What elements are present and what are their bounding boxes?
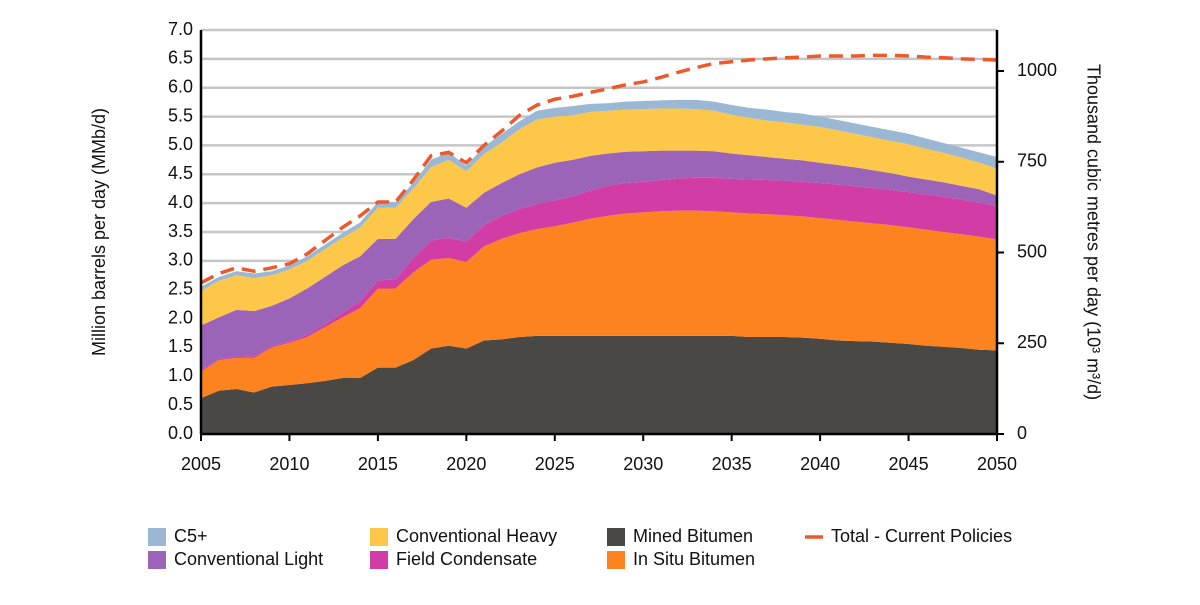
x-tick-label: 2020: [446, 454, 486, 474]
y-tick-label: 5.5: [168, 105, 193, 125]
area: [201, 108, 997, 326]
y2-tick-label: 750: [1017, 151, 1047, 171]
area: [201, 177, 997, 372]
legend-label: Mined Bitumen: [633, 526, 753, 546]
legend-swatch: [607, 551, 625, 569]
y-tick-label: 7.0: [168, 19, 193, 39]
y-tick-label: 1.5: [168, 336, 193, 356]
legend-label: Conventional Heavy: [396, 526, 557, 546]
x-tick-label: 2030: [623, 454, 663, 474]
x-tick-label: 2005: [181, 454, 221, 474]
area: [201, 99, 997, 291]
legend-label: Total - Current Policies: [831, 526, 1012, 546]
y-tick-label: 2.5: [168, 278, 193, 298]
legend-label: Conventional Light: [174, 549, 323, 569]
legend-swatch: [370, 528, 388, 546]
y-tick-label: 0.5: [168, 394, 193, 414]
legend-label: C5+: [174, 526, 208, 546]
y-tick-label: 5.0: [168, 134, 193, 154]
y-tick-label: 3.5: [168, 221, 193, 241]
area: [201, 210, 997, 399]
y2-tick-label: 1000: [1017, 60, 1057, 80]
area: [201, 150, 997, 371]
y-tick-label: 4.0: [168, 192, 193, 212]
y2-axis-label: Thousand cubic metres per day (10³ m³/d): [1083, 64, 1103, 400]
x-tick-label: 2045: [889, 454, 929, 474]
y2-tick-label: 500: [1017, 241, 1047, 261]
area: [201, 335, 997, 434]
x-tick-label: 2025: [535, 454, 575, 474]
legend-swatch: [607, 528, 625, 546]
legend-label: Field Condensate: [396, 549, 537, 569]
x-tick-label: 2035: [712, 454, 752, 474]
legend-label: In Situ Bitumen: [633, 549, 755, 569]
y-tick-label: 0.0: [168, 423, 193, 443]
x-tick-label: 2050: [977, 454, 1017, 474]
y2-tick-label: 250: [1017, 332, 1047, 352]
y-tick-label: 1.0: [168, 365, 193, 385]
legend-swatch: [370, 551, 388, 569]
x-tick-label: 2010: [269, 454, 309, 474]
y-tick-label: 6.0: [168, 76, 193, 96]
y-tick-label: 4.5: [168, 163, 193, 183]
y-axis-label: Million barrels per day (MMb/d): [89, 108, 109, 356]
y-tick-label: 3.0: [168, 250, 193, 270]
legend-swatch: [148, 528, 166, 546]
y-tick-label: 2.0: [168, 307, 193, 327]
line: [200, 53, 998, 285]
y2-tick-label: 0: [1017, 423, 1027, 443]
y-tick-label: 6.5: [168, 48, 193, 68]
legend-swatch: [148, 551, 166, 569]
x-tick-label: 2015: [358, 454, 398, 474]
x-tick-label: 2040: [800, 454, 840, 474]
